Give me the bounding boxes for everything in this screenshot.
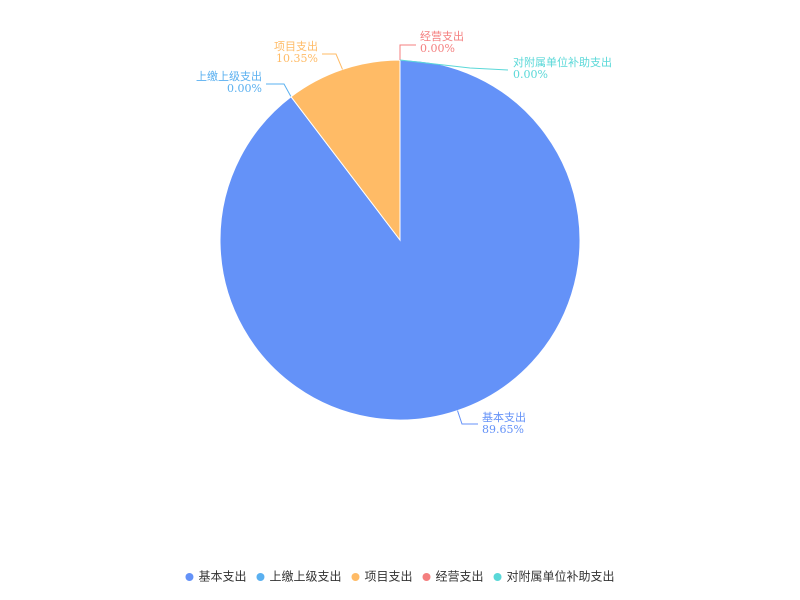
leader-line [399,44,416,60]
legend-marker [351,573,360,581]
leader-line [266,83,292,97]
slice-value-label: 0.00% [227,82,262,95]
slice-label: 对附属单位补助支出 [513,55,612,69]
legend-label: 经营支出 [436,570,484,584]
legend-marker [422,573,431,581]
slice-value-label: 89.65% [482,423,524,436]
legend-label: 对附属单位补助支出 [507,569,615,584]
leader-line [399,59,509,71]
slice-label: 上缴上级支出 [196,69,262,83]
legend-label: 项目支出 [364,570,412,584]
legend-marker [256,573,265,581]
leader-line [457,410,478,425]
legend: 基本支出 上缴上级支出 项目支出 经营支出 对附属单位补助支出 [185,569,615,584]
slice-value-label: 0.00% [513,68,548,81]
leader-line [322,53,343,70]
slice-label: 经营支出 [420,29,464,43]
legend-label: 基本支出 [198,570,246,584]
slice-label: 基本支出 [482,410,526,424]
slice-value-label: 0.00% [420,42,455,55]
legend-marker [185,573,194,581]
legend-marker [493,573,502,581]
slice-label: 项目支出 [274,39,318,53]
slice-value-label: 10.35% [276,52,318,65]
legend-label: 上缴上级支出 [269,569,341,584]
pie-slice [290,59,401,242]
